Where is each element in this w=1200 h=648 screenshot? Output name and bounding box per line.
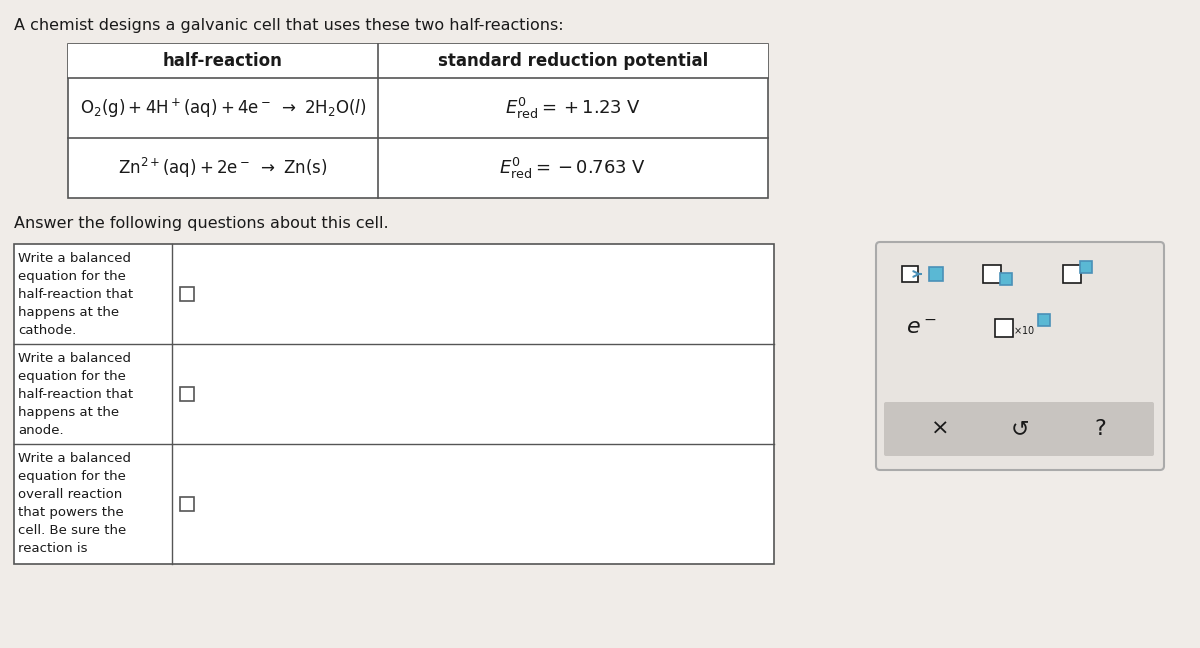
Text: ?: ? [1094, 419, 1106, 439]
FancyBboxPatch shape [1063, 265, 1081, 283]
FancyBboxPatch shape [68, 44, 768, 198]
Text: Write a balanced
equation for the
half-reaction that
happens at the
anode.: Write a balanced equation for the half-r… [18, 352, 133, 437]
FancyBboxPatch shape [180, 387, 194, 401]
Text: $\mathrm{O_2(g)+4H^+(aq)+4e^-\ \rightarrow\ 2H_2O(\mathit{l})}$: $\mathrm{O_2(g)+4H^+(aq)+4e^-\ \rightarr… [79, 97, 366, 120]
Text: Write a balanced
equation for the
half-reaction that
happens at the
cathode.: Write a balanced equation for the half-r… [18, 252, 133, 337]
Text: Answer the following questions about this cell.: Answer the following questions about thi… [14, 216, 389, 231]
Text: $E^0_{\mathrm{red}}=+1.23\ \mathrm{V}$: $E^0_{\mathrm{red}}=+1.23\ \mathrm{V}$ [505, 95, 641, 121]
FancyBboxPatch shape [1000, 273, 1012, 285]
Text: $_{\times 10}$: $_{\times 10}$ [1013, 323, 1034, 337]
FancyBboxPatch shape [983, 265, 1001, 283]
FancyBboxPatch shape [180, 497, 194, 511]
FancyBboxPatch shape [180, 287, 194, 301]
FancyBboxPatch shape [68, 44, 768, 78]
Text: A chemist designs a galvanic cell that uses these two half-reactions:: A chemist designs a galvanic cell that u… [14, 18, 564, 33]
FancyBboxPatch shape [882, 248, 1158, 402]
FancyBboxPatch shape [995, 319, 1013, 337]
Text: ×: × [931, 419, 949, 439]
Text: standard reduction potential: standard reduction potential [438, 52, 708, 70]
Text: $E^0_{\mathrm{red}}=-0.763\ \mathrm{V}$: $E^0_{\mathrm{red}}=-0.763\ \mathrm{V}$ [499, 156, 647, 181]
FancyBboxPatch shape [1038, 314, 1050, 326]
FancyBboxPatch shape [1080, 261, 1092, 273]
Text: ↺: ↺ [1010, 419, 1030, 439]
FancyBboxPatch shape [876, 242, 1164, 470]
FancyBboxPatch shape [902, 266, 918, 282]
Text: $e^-$: $e^-$ [906, 318, 937, 338]
FancyBboxPatch shape [884, 402, 1154, 456]
Text: Write a balanced
equation for the
overall reaction
that powers the
cell. Be sure: Write a balanced equation for the overal… [18, 452, 131, 555]
Text: $\mathrm{Zn^{2+}(aq)+2e^-\ \rightarrow\ Zn(s)}$: $\mathrm{Zn^{2+}(aq)+2e^-\ \rightarrow\ … [119, 156, 328, 180]
FancyBboxPatch shape [929, 267, 943, 281]
Text: half-reaction: half-reaction [163, 52, 283, 70]
FancyBboxPatch shape [14, 244, 774, 564]
